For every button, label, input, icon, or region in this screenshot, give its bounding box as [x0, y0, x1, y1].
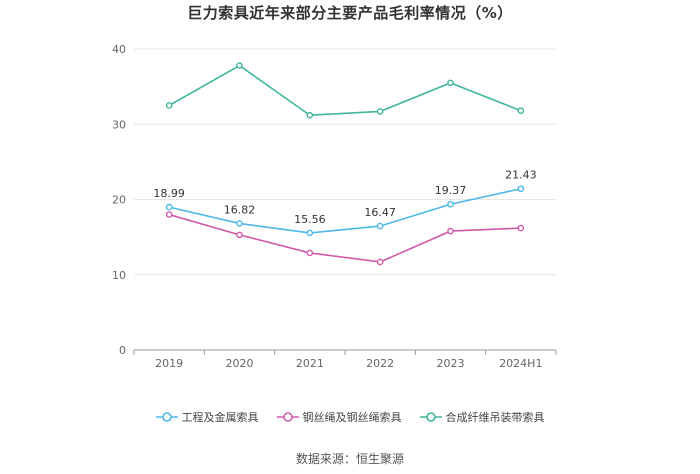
data-label: 21.43	[505, 169, 537, 182]
data-labels: 18.99 16.82 15.56 16.47 19.37 21.43	[153, 169, 536, 226]
y-tick-label: 40	[112, 43, 126, 56]
legend-label: 工程及金属索具	[181, 411, 259, 424]
data-point	[517, 224, 525, 232]
data-point	[165, 203, 173, 211]
legend-label: 钢丝绳及钢丝绳索具	[302, 411, 402, 424]
series-lines	[165, 62, 525, 266]
y-tick-label: 10	[112, 269, 126, 282]
data-point	[517, 185, 525, 193]
legend-item-0[interactable]: 工程及金属索具	[155, 409, 259, 425]
data-point	[376, 258, 384, 266]
x-tick-label: 2019	[155, 357, 183, 370]
x-tick-label: 2021	[296, 357, 324, 370]
x-tick-label: 2020	[226, 357, 254, 370]
x-tick-label: 2022	[366, 357, 394, 370]
x-tick-label: 2024H1	[499, 357, 542, 370]
data-point	[306, 111, 314, 119]
legend: 工程及金属索具 钢丝绳及钢丝绳索具 合成纤维吊装带索具	[0, 409, 700, 425]
legend-line-circle-icon	[276, 412, 299, 422]
legend-item-1[interactable]: 钢丝绳及钢丝绳索具	[276, 409, 402, 425]
series-line-0	[168, 187, 522, 234]
y-tick-label: 0	[119, 344, 126, 357]
legend-label: 合成纤维吊装带索具	[445, 411, 545, 424]
data-point	[517, 107, 525, 115]
chart-title: 巨力索具近年来部分主要产品毛利率情况（%）	[187, 4, 513, 22]
x-tick-label: 2023	[437, 357, 465, 370]
series-line-2	[168, 64, 522, 117]
data-point	[236, 231, 243, 239]
y-tick-label: 20	[112, 194, 126, 207]
legend-item-2[interactable]: 合成纤维吊装带索具	[419, 409, 545, 425]
y-tick-label: 30	[112, 118, 126, 131]
data-point	[306, 229, 314, 237]
grid-lines	[134, 48, 556, 276]
legend-line-circle-icon	[155, 412, 178, 422]
data-point	[306, 249, 314, 257]
data-point	[165, 211, 173, 218]
data-point	[376, 222, 384, 230]
data-label: 16.47	[364, 206, 396, 219]
data-point	[165, 102, 173, 109]
data-point	[447, 79, 454, 87]
axes: 0 10 20 30 40 2019 2020 2021 2022 2023 2024H1	[112, 43, 557, 370]
series-line-1	[168, 213, 521, 263]
data-label: 15.56	[294, 213, 326, 226]
source-note: 数据来源：恒生聚源	[295, 452, 404, 466]
data-label: 18.99	[153, 187, 185, 200]
data-point	[376, 108, 384, 115]
data-point	[236, 62, 243, 69]
data-point	[447, 200, 454, 208]
data-label: 19.37	[435, 184, 467, 197]
legend-line-circle-icon	[419, 412, 442, 422]
data-point	[236, 220, 243, 227]
data-point	[447, 227, 454, 235]
data-label: 16.82	[224, 203, 256, 216]
